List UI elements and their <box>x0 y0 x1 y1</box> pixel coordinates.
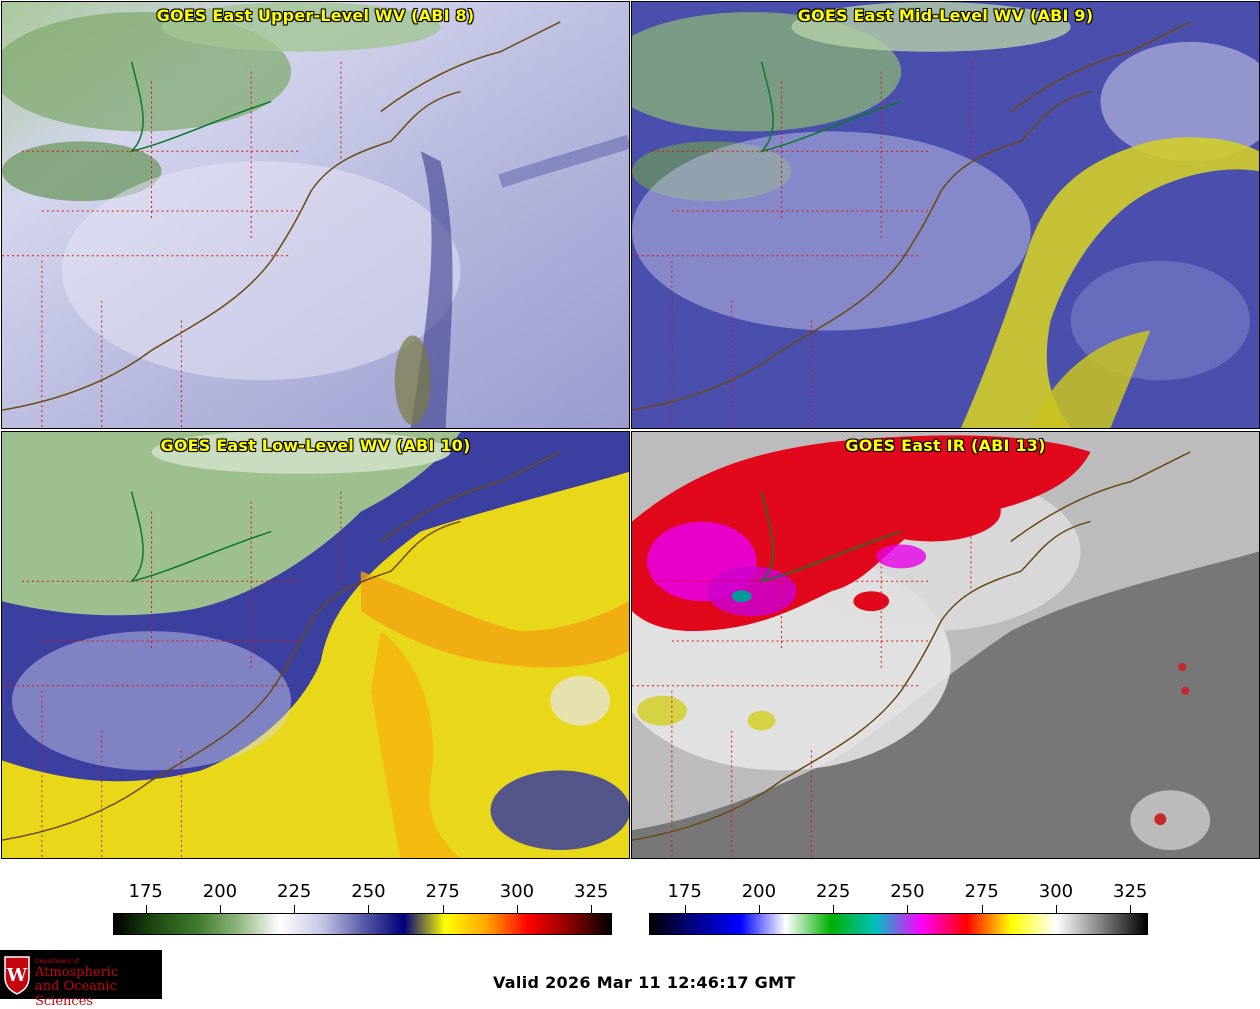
wv-tick-mark <box>294 905 296 913</box>
wv-tick-label: 250 <box>351 881 386 902</box>
wv-tick-mark <box>368 905 370 913</box>
ir-tick-mark <box>833 905 835 913</box>
wv-tick-mark <box>591 905 593 913</box>
wv-tick-label: 175 <box>128 881 163 902</box>
wv-tick-mark <box>219 905 221 913</box>
ir-image <box>632 432 1259 858</box>
wv-colorbar <box>113 913 612 935</box>
wv-tick-mark <box>145 905 147 913</box>
logo-line-1: Atmospheric <box>35 965 119 980</box>
wv-tick-label: 275 <box>425 881 460 902</box>
ir-tick-label: 300 <box>1038 881 1074 902</box>
wv-tick-label: 325 <box>574 881 609 902</box>
ir-tick-label: 200 <box>741 881 777 902</box>
ir-tick-label: 225 <box>815 881 851 902</box>
ir-tick-label: 250 <box>890 881 925 902</box>
panel-title: GOES East Mid-Level WV (ABI 9) <box>797 6 1094 25</box>
upper-level-wv-panel: GOES East Upper-Level WV (ABI 8) <box>1 1 630 429</box>
logo-dept: Department of <box>35 958 79 965</box>
wv-tick-label: 200 <box>202 881 238 902</box>
mid-level-wv-image <box>632 2 1259 428</box>
mid-level-wv-panel: GOES East Mid-Level WV (ABI 9) <box>631 1 1260 429</box>
wv-tick-label: 225 <box>276 881 312 902</box>
panel-title: GOES East Low-Level WV (ABI 10) <box>160 436 471 455</box>
ir-tick-mark <box>758 905 760 913</box>
ir-tick-mark <box>981 905 983 913</box>
uw-shield-icon: W <box>4 956 30 995</box>
ir-panel: GOES East IR (ABI 13) <box>631 431 1260 859</box>
low-level-wv-image <box>2 432 629 858</box>
valid-time-label: Valid 2026 Mar 11 12:46:17 GMT <box>493 973 796 992</box>
panel-title: GOES East IR (ABI 13) <box>845 436 1046 455</box>
upper-level-wv-image <box>2 2 629 428</box>
ir-tick-mark <box>1130 905 1132 913</box>
logo-line-2: and Oceanic Sciences <box>35 979 117 1009</box>
low-level-wv-panel: GOES East Low-Level WV (ABI 10) <box>1 431 630 859</box>
ir-tick-mark <box>684 905 686 913</box>
panel-title: GOES East Upper-Level WV (ABI 8) <box>156 6 475 25</box>
aos-logo: W Department of Atmospheric and Oceanic … <box>0 950 162 1009</box>
ir-tick-mark <box>1055 905 1057 913</box>
ir-tick-label: 325 <box>1112 881 1148 902</box>
svg-text:W: W <box>6 965 28 986</box>
ir-tick-label: 275 <box>964 881 999 902</box>
wv-tick-mark <box>516 905 518 913</box>
ir-tick-label: 175 <box>667 881 702 902</box>
wv-tick-label: 300 <box>499 881 535 902</box>
ir-colorbar <box>649 913 1148 935</box>
ir-tick-mark <box>907 905 909 913</box>
wv-tick-mark <box>442 905 444 913</box>
